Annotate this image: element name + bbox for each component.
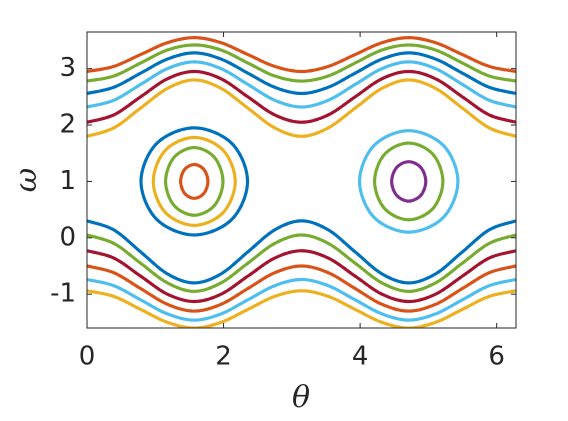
x-tick-label: 4 — [352, 342, 369, 372]
x-axis-label: θ — [292, 380, 310, 415]
x-tick-label: 2 — [215, 342, 232, 372]
y-tick-label: 3 — [59, 53, 76, 83]
plot-area — [87, 36, 516, 328]
orbit — [87, 289, 516, 328]
y-tick-label: 1 — [59, 166, 76, 196]
orbit — [87, 43, 516, 83]
y-axis-label: ω — [9, 168, 44, 192]
orbit — [87, 51, 516, 96]
orbit — [87, 264, 516, 313]
orbit — [87, 69, 516, 124]
x-tick-label: 0 — [79, 342, 96, 372]
orbit — [87, 277, 516, 322]
axes-box — [86, 31, 517, 329]
x-tick-label: 6 — [488, 342, 505, 372]
orbit — [163, 145, 225, 217]
orbit — [139, 126, 250, 237]
orbit — [87, 60, 516, 109]
orbit — [179, 162, 210, 200]
orbit — [151, 135, 237, 227]
y-tick-label: 2 — [59, 110, 76, 140]
y-tick-label: 0 — [59, 222, 76, 252]
orbit — [357, 129, 460, 234]
orbit — [87, 219, 516, 285]
orbit — [372, 141, 445, 222]
orbit — [87, 249, 516, 304]
y-tick-label: -1 — [50, 279, 76, 309]
orbit — [390, 160, 428, 203]
orbit — [87, 233, 516, 293]
orbit — [87, 36, 516, 74]
orbit — [87, 78, 516, 138]
